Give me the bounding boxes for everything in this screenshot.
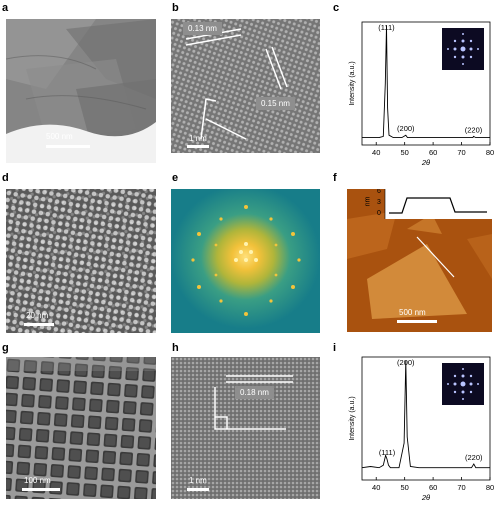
saed-spot	[477, 383, 479, 385]
saed-spot	[453, 55, 457, 59]
saed-spot	[462, 33, 464, 35]
saed-spot	[462, 63, 464, 65]
scale-bar-label: 500 nm	[46, 132, 73, 141]
profile-tick: 3	[377, 199, 381, 206]
panel-b-hrtem-image: 0.13 nm 0.15 nm 1 nm	[171, 19, 320, 153]
saed-spot	[462, 398, 464, 400]
panel-letter-i: i	[333, 342, 337, 354]
x-tick-label: 80	[486, 483, 494, 492]
scale-bar-label: 1 nm	[189, 476, 207, 485]
profile-tick: 0	[377, 210, 381, 217]
x-tick-label: 50	[400, 483, 408, 492]
scale-bar	[46, 145, 90, 148]
profile-tick: 6	[377, 189, 381, 195]
panel-h-hrtem-image: 0.18 nm 1 nm	[171, 357, 320, 499]
x-tick-label: 80	[486, 148, 494, 157]
x-tick-label: 50	[400, 148, 408, 157]
xrd-series-line	[362, 25, 490, 139]
xrd-series-line	[361, 360, 490, 469]
peak-label: (220)	[465, 453, 483, 462]
panel-letter-h: h	[172, 342, 179, 354]
scale-bar	[22, 488, 60, 491]
saed-spot	[469, 55, 473, 59]
peak-label: (200)	[397, 358, 415, 367]
x-axis-label: 2θ	[421, 493, 430, 502]
panel-d-stem-image: 20 nm	[6, 189, 156, 333]
saed-spot	[477, 48, 479, 50]
panel-f-afm-image: 6 3 0 nm 500 nm	[347, 189, 492, 332]
x-tick-label: 70	[457, 148, 465, 157]
panel-letter-a: a	[2, 2, 9, 14]
panel-letter-d: d	[2, 172, 9, 184]
moire-texture	[6, 189, 156, 333]
panel-letter-c: c	[333, 2, 340, 14]
saed-spot	[469, 47, 473, 51]
peak-label: (111)	[379, 448, 396, 457]
peak-label: (200)	[397, 124, 415, 133]
y-axis-label: Intensity (a.u.)	[349, 396, 356, 440]
panel-letter-f: f	[333, 172, 337, 184]
spacing-label: 0.18 nm	[235, 386, 274, 399]
panel-g-tem-image: 100 nm	[6, 357, 156, 499]
nanosheet-texture	[6, 19, 156, 163]
chart-i-root: 40 50 60 70 80 2θ Intensity (a.u.) (111) (200) (2…	[349, 356, 494, 502]
x-axis-label: 2θ	[421, 158, 430, 167]
panel-letter-e: e	[172, 172, 179, 184]
saed-spot	[469, 39, 473, 43]
panel-c-xrd-chart: 40 50 60 70 80 2θ Intensity (a.u.) (111) (200) (2…	[349, 21, 494, 167]
saed-spot	[461, 390, 465, 394]
plot-frame	[361, 21, 491, 146]
saed-spot	[453, 390, 457, 394]
fft-pattern	[171, 189, 320, 333]
panel-e-fft-image	[171, 189, 320, 333]
panel-i-xrd-chart: 40 50 60 70 80 2θ Intensity (a.u.) (111) (200) (2…	[349, 356, 494, 502]
saed-spot	[469, 374, 473, 378]
x-tick-label: 70	[457, 483, 465, 492]
x-tick-label: 60	[429, 148, 437, 157]
x-tick-label: 60	[429, 483, 437, 492]
saed-spot	[461, 55, 465, 59]
peak-label: (220)	[465, 125, 483, 134]
saed-spot	[447, 383, 449, 385]
panel-a-tem-image: 500 nm	[6, 19, 156, 163]
saed-spot	[469, 382, 473, 386]
saed-spot	[453, 374, 457, 378]
saed-spot	[469, 390, 473, 394]
saed-spot	[461, 374, 465, 378]
plot-frame	[361, 356, 491, 481]
peak-label: (111)	[378, 23, 395, 32]
saed-spot	[462, 368, 464, 370]
scale-bar-label: 1 nm	[189, 134, 207, 143]
panel-letter-g: g	[2, 342, 9, 354]
saed-spot	[460, 46, 466, 52]
scale-bar	[24, 323, 54, 326]
scale-bar-label: 100 nm	[24, 476, 51, 485]
y-axis-label: Intensity (a.u.)	[349, 61, 356, 105]
panel-letter-b: b	[172, 2, 179, 14]
saed-spot	[453, 39, 457, 43]
scale-bar	[187, 488, 209, 491]
scale-bar	[397, 320, 437, 323]
saed-spot	[447, 48, 449, 50]
saed-spot	[453, 47, 457, 51]
chart-c-root: 40 50 60 70 80 2θ Intensity (a.u.) (111) (200) (2…	[349, 21, 494, 167]
x-tick-label: 40	[372, 483, 380, 492]
spacing-label: 0.15 nm	[256, 97, 295, 110]
nanocube-texture	[6, 357, 156, 499]
saed-spot	[461, 39, 465, 43]
saed-spot	[460, 381, 466, 387]
profile-unit: nm	[364, 196, 372, 207]
x-tick-label: 40	[372, 148, 380, 157]
scale-bar-label: 500 nm	[399, 308, 426, 317]
scale-bar	[187, 145, 209, 148]
saed-spot	[453, 382, 457, 386]
lattice-texture	[171, 357, 320, 499]
afm-topography	[347, 189, 492, 332]
scale-bar-label: 20 nm	[26, 311, 49, 320]
spacing-label: 0.13 nm	[183, 22, 222, 35]
lattice-texture	[171, 19, 320, 153]
